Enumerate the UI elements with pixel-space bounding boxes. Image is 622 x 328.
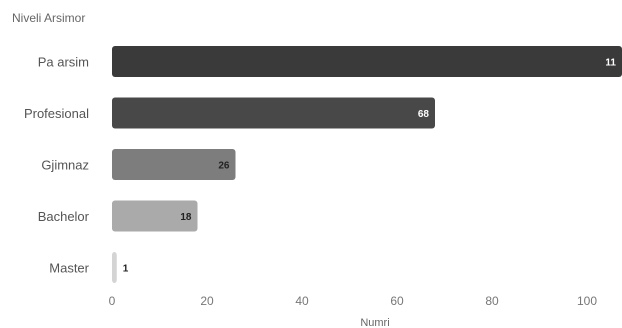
x-tick-label-40: 40 bbox=[295, 294, 309, 308]
bar-master bbox=[112, 252, 117, 283]
x-tick-label-60: 60 bbox=[390, 294, 404, 308]
data-label-profesional: 68 bbox=[418, 109, 430, 120]
category-label-profesional: Profesional bbox=[24, 106, 89, 121]
category-label-pa-arsim: Pa arsim bbox=[38, 55, 89, 70]
data-label-bachelor: 18 bbox=[180, 212, 192, 223]
bar-profesional bbox=[112, 98, 435, 129]
x-tick-label-100: 100 bbox=[577, 294, 597, 308]
data-label-gjimnaz: 26 bbox=[218, 161, 230, 172]
x-axis-title: Numri bbox=[360, 317, 389, 328]
x-tick-label-80: 80 bbox=[485, 294, 499, 308]
data-label-pa-arsim: 11 bbox=[605, 58, 616, 69]
x-tick-label-20: 20 bbox=[200, 294, 214, 308]
data-label-master: 1 bbox=[123, 264, 129, 275]
x-tick-label-0: 0 bbox=[109, 294, 116, 308]
category-labels-group: Pa arsim Profesional Gjimnaz Bachelor Master bbox=[24, 55, 90, 276]
category-label-gjimnaz: Gjimnaz bbox=[41, 158, 89, 173]
y-axis-title: Niveli Arsimor bbox=[12, 11, 85, 25]
bar-pa-arsim bbox=[112, 46, 622, 77]
category-label-master: Master bbox=[49, 261, 89, 276]
bars-group: 11 68 26 18 1 bbox=[112, 46, 622, 283]
category-label-bachelor: Bachelor bbox=[38, 209, 90, 224]
bar-gjimnaz bbox=[112, 149, 236, 180]
x-ticks-group: 0 20 40 60 80 100 bbox=[109, 294, 598, 308]
